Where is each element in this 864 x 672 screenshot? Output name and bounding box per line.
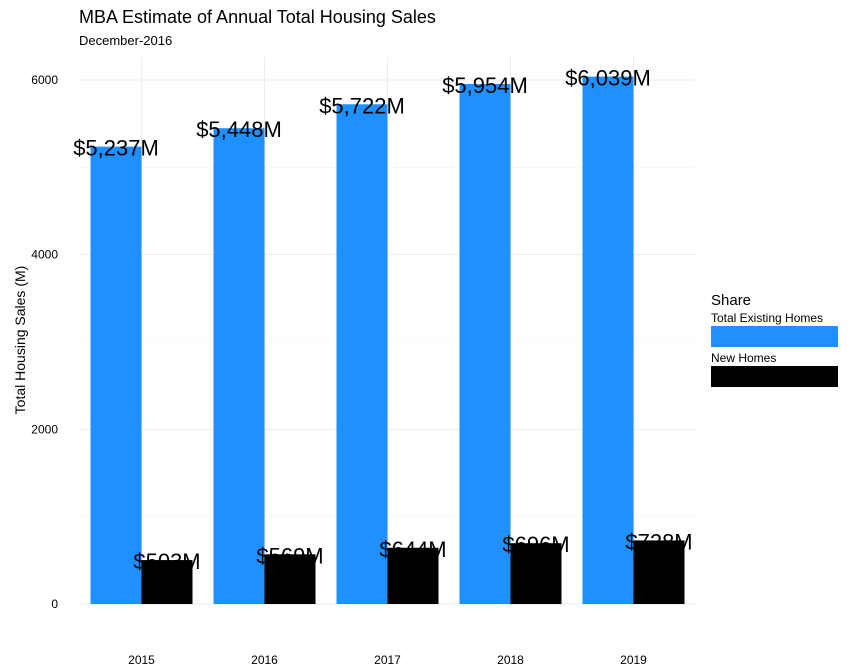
bars xyxy=(90,76,685,605)
data-label: $5,954M xyxy=(442,73,528,98)
data-label: $6,039M xyxy=(565,66,651,91)
data-label: $569M xyxy=(256,543,323,568)
x-tick-label: 2017 xyxy=(374,653,401,667)
data-label: $644M xyxy=(379,537,446,562)
legend: Share Total Existing Homes New Homes xyxy=(711,292,838,387)
bar xyxy=(387,547,439,604)
data-label: $503M xyxy=(133,549,200,574)
y-axis-title: Total Housing Sales (M) xyxy=(12,266,28,415)
axes: 0 2000 4000 6000 2015 2016 2017 2018 2019 xyxy=(31,73,647,667)
data-labels: $5,237M $5,448M $5,722M $5,954M $6,039M $503M… xyxy=(73,66,692,574)
x-tick-label: 2019 xyxy=(620,653,647,667)
bar xyxy=(336,104,388,605)
legend-label: Total Existing Homes xyxy=(711,311,823,325)
bar xyxy=(264,554,316,604)
data-label: $696M xyxy=(502,532,569,557)
bar xyxy=(90,146,142,605)
legend-title: Share xyxy=(711,292,751,309)
legend-swatch xyxy=(711,366,838,387)
bar xyxy=(213,128,265,604)
data-label: $5,448M xyxy=(196,117,282,142)
bar xyxy=(459,84,511,604)
y-tick-label: 0 xyxy=(51,597,58,611)
bar xyxy=(141,560,193,604)
chart-title: MBA Estimate of Annual Total Housing Sal… xyxy=(79,7,436,27)
bar xyxy=(582,76,634,605)
bar xyxy=(510,543,562,604)
x-tick-label: 2016 xyxy=(251,653,278,667)
y-tick-label: 6000 xyxy=(31,73,58,87)
x-tick-label: 2018 xyxy=(497,653,524,667)
legend-label: New Homes xyxy=(711,351,776,365)
legend-swatch xyxy=(711,326,838,347)
x-tick-label: 2015 xyxy=(128,653,155,667)
chart-subtitle: December-2016 xyxy=(79,33,172,48)
data-label: $5,722M xyxy=(319,93,405,118)
y-tick-label: 4000 xyxy=(31,248,58,262)
data-label: $728M xyxy=(625,529,692,554)
data-label: $5,237M xyxy=(73,136,159,161)
bar xyxy=(633,540,685,604)
y-tick-label: 2000 xyxy=(31,422,58,436)
